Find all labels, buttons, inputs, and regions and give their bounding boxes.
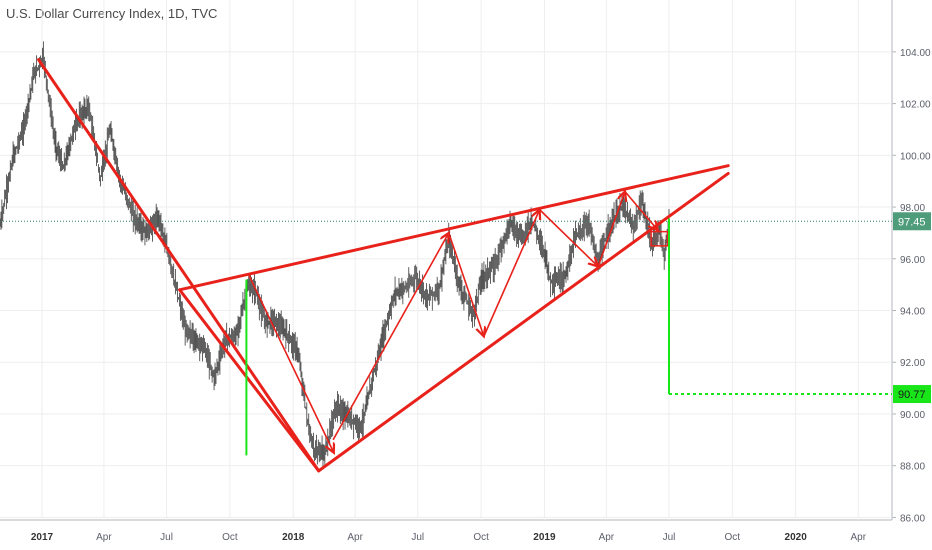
price-axis-background: [892, 0, 932, 550]
last-price-label: 97.45: [898, 216, 926, 228]
x-tick-label: 2019: [533, 532, 556, 543]
wedge-left-line: [178, 288, 321, 473]
y-tick-label: 92.00: [900, 358, 925, 369]
x-tick-label: 2018: [282, 532, 305, 543]
x-tick-label: Oct: [222, 532, 238, 543]
swing-arrow: [539, 209, 599, 267]
swing-arrow: [332, 233, 449, 441]
x-tick-label: Oct: [725, 532, 741, 543]
y-tick-label: 86.00: [900, 513, 925, 524]
x-tick-label: Apr: [96, 532, 112, 543]
y-tick-label: 100.00: [900, 151, 931, 162]
y-tick-label: 98.00: [900, 203, 925, 214]
wedge-lower-line: [317, 171, 730, 473]
x-tick-label: 2020: [785, 532, 808, 543]
y-tick-label: 96.00: [900, 255, 925, 266]
x-tick-label: Jul: [160, 532, 173, 543]
y-tick-label: 90.00: [900, 410, 925, 421]
x-tick-label: 2017: [31, 532, 54, 543]
swing-arrow: [483, 210, 540, 337]
downtrend-line: [37, 58, 321, 473]
swing-arrow: [624, 191, 658, 231]
y-tick-label: 104.00: [900, 48, 931, 59]
swing-arrow: [447, 232, 484, 336]
y-tick-label: 102.00: [900, 100, 931, 111]
y-tick-label: 94.00: [900, 307, 925, 318]
breakdown-box: [650, 230, 669, 247]
x-tick-label: Oct: [473, 532, 489, 543]
x-tick-label: Apr: [347, 532, 363, 543]
chart-title: U.S. Dollar Currency Index, 1D, TVC: [6, 6, 218, 21]
x-tick-label: Jul: [663, 532, 676, 543]
swing-arrow: [597, 192, 625, 267]
x-tick-label: Apr: [850, 532, 866, 543]
last-price-label-bg: [893, 212, 931, 231]
y-tick-label: 88.00: [900, 462, 925, 473]
wedge-upper-line: [178, 164, 730, 292]
swing-arrow: [247, 273, 333, 452]
x-tick-label: Jul: [411, 532, 424, 543]
target-price-label-bg: [893, 385, 931, 404]
target-price-label: 90.77: [898, 389, 926, 401]
x-tick-label: Apr: [599, 532, 615, 543]
